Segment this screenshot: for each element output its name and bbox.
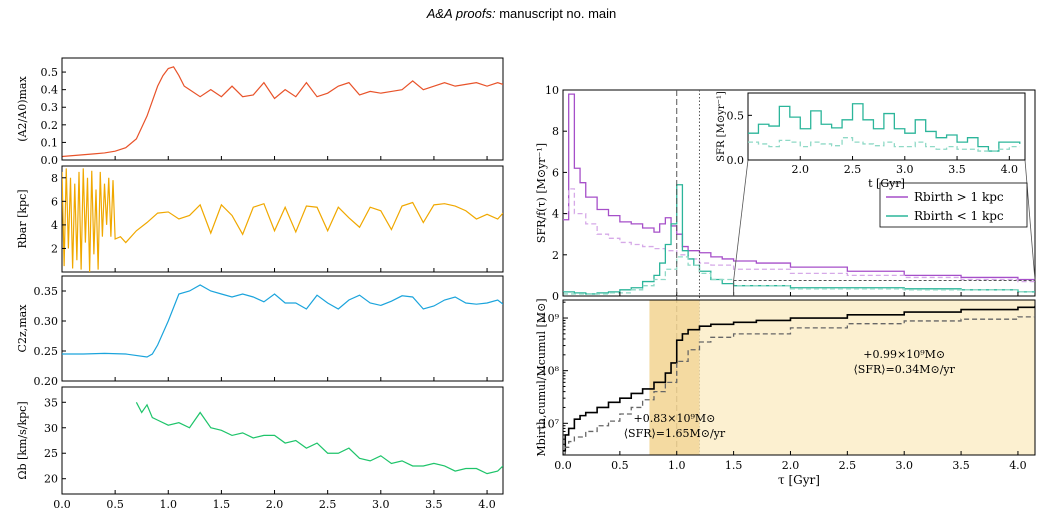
mass-xtick-label: 0.5 xyxy=(611,459,629,472)
inset-xtick-label: 3.0 xyxy=(896,163,914,176)
left-3-ylabel: C2z,max xyxy=(16,304,29,353)
left-2-ytick-label: 8 xyxy=(51,172,58,185)
mass-xtick-label: 2.0 xyxy=(782,459,800,472)
mass-series-1 xyxy=(563,315,1035,455)
mass-xtick-label: 4.0 xyxy=(1009,459,1027,472)
sfr-series-2 xyxy=(563,184,1035,295)
inset-series-0 xyxy=(748,103,1021,152)
left-3-series-line xyxy=(62,284,503,358)
left-4-xtick-label: 0.0 xyxy=(53,498,71,511)
inset-xtick-label: 4.0 xyxy=(1001,163,1019,176)
mass-ytick-label: 10⁷ xyxy=(541,417,560,430)
left-3-frame xyxy=(61,275,504,382)
left-3-ytick-label: 0.20 xyxy=(34,375,59,388)
inset-ytick-label: 0.5 xyxy=(727,109,745,122)
mass-xtick-label: 0.0 xyxy=(554,459,572,472)
sfr-ytick-label: 0 xyxy=(552,290,559,303)
journal-name: A&A proofs: xyxy=(426,6,496,21)
mass-ylabel: Mbirth,cumul/Mcumul [M⊙] xyxy=(535,298,548,456)
inset-ylabel: SFR [M⊙yr⁻¹] xyxy=(716,91,727,162)
mass-ytick-label: 10⁹ xyxy=(541,312,560,325)
zoom-connector-left xyxy=(733,159,749,281)
mass-ytick-label: 10⁸ xyxy=(541,365,560,378)
region-1-sfr-label: ⟨SFR⟩=0.34M⊙/yr xyxy=(854,363,956,376)
left-1-frame xyxy=(61,57,504,161)
mass-xtick-label: 2.5 xyxy=(839,459,857,472)
sfr-legend xyxy=(879,182,1028,228)
left-4-series-line xyxy=(135,402,503,475)
sfr-ytick-label: 2 xyxy=(552,249,559,262)
left-1-ytick-label: 0.1 xyxy=(41,136,59,149)
inset-xtick-label: 2.5 xyxy=(844,163,862,176)
left-2-ytick-label: 6 xyxy=(51,195,58,208)
left-1-ytick-label: 0.5 xyxy=(41,66,59,79)
inset-frame xyxy=(747,92,1026,161)
page-header: A&A proofs: manuscript no. main xyxy=(0,6,1043,21)
left-3-ytick-label: 0.35 xyxy=(34,285,59,298)
sfr-ytick-label: 8 xyxy=(552,125,559,138)
left-1-ytick-label: 0.0 xyxy=(41,154,59,167)
mass-xtick-label: 1.5 xyxy=(725,459,743,472)
sfr-ylabel: SFR/f(τ) [M⊙yr⁻¹] xyxy=(535,143,548,243)
legend-label: Rbirth < 1 kpc xyxy=(914,209,1004,223)
legend-label: Rbirth > 1 kpc xyxy=(914,190,1004,204)
sfr-frame xyxy=(562,89,1036,297)
zoom-connector-right xyxy=(1024,159,1036,281)
sfr-series-1 xyxy=(563,188,1035,283)
inset-xtick-label: 2.0 xyxy=(792,163,810,176)
sfr-series-3 xyxy=(563,256,1035,295)
left-2-ylabel: Rbar [kpc] xyxy=(16,189,29,248)
left-4-xtick-label: 1.5 xyxy=(213,498,231,511)
left-2-frame xyxy=(61,165,504,273)
left-4-xtick-label: 2.5 xyxy=(319,498,337,511)
mass-frame xyxy=(562,299,1036,456)
left-2-series-line xyxy=(62,168,503,272)
mass-xtick-label: 3.5 xyxy=(952,459,970,472)
shaded-region-1 xyxy=(699,300,1035,455)
inset-xlabel: t [Gyr] xyxy=(868,177,905,190)
left-4-ytick-label: 25 xyxy=(44,447,58,460)
left-4-ylabel: Ωb [km/s/kpc] xyxy=(16,401,29,479)
inset-ytick-label: 0.0 xyxy=(727,154,745,167)
left-1-ytick-label: 0.4 xyxy=(41,84,59,97)
left-4-ytick-label: 20 xyxy=(44,473,58,486)
mass-series-0 xyxy=(563,305,1035,452)
left-4-xtick-label: 4.0 xyxy=(478,498,496,511)
sfr-ytick-label: 10 xyxy=(545,84,559,97)
sfr-ytick-label: 6 xyxy=(552,166,559,179)
inset-xtick-label: 3.5 xyxy=(948,163,966,176)
mass-xtick-label: 1.0 xyxy=(668,459,686,472)
left-4-frame xyxy=(61,386,504,495)
mass-xtick-label: 3.0 xyxy=(895,459,913,472)
mass-xlabel: τ [Gyr] xyxy=(778,473,820,487)
left-4-xtick-label: 0.5 xyxy=(106,498,124,511)
left-4-xtick-label: 3.5 xyxy=(425,498,443,511)
left-1-series-line xyxy=(62,66,503,158)
left-4-ytick-label: 30 xyxy=(44,422,58,435)
shaded-region-0 xyxy=(649,300,700,455)
manuscript-label: manuscript no. main xyxy=(495,6,617,21)
left-2-ytick-label: 4 xyxy=(51,219,58,232)
left-1-ylabel: (A2/A0)max xyxy=(16,76,29,142)
region-0-mass-label: +0.83×10⁹M⊙ xyxy=(634,412,716,425)
left-1-ytick-label: 0.3 xyxy=(41,101,59,114)
left-4-xtick-label: 2.0 xyxy=(266,498,284,511)
left-3-ytick-label: 0.25 xyxy=(34,345,59,358)
left-4-xtick-label: 3.0 xyxy=(372,498,390,511)
sfr-ytick-label: 4 xyxy=(552,208,559,221)
left-4-xtick-label: 1.0 xyxy=(160,498,178,511)
region-1-mass-label: +0.99×10⁹M⊙ xyxy=(863,348,945,361)
left-4-ytick-label: 35 xyxy=(44,396,58,409)
left-1-ytick-label: 0.2 xyxy=(41,119,59,132)
left-2-ytick-label: 2 xyxy=(51,242,58,255)
region-0-sfr-label: ⟨SFR⟩=1.65M⊙/yr xyxy=(624,427,726,440)
left-3-ytick-label: 0.30 xyxy=(34,315,59,328)
